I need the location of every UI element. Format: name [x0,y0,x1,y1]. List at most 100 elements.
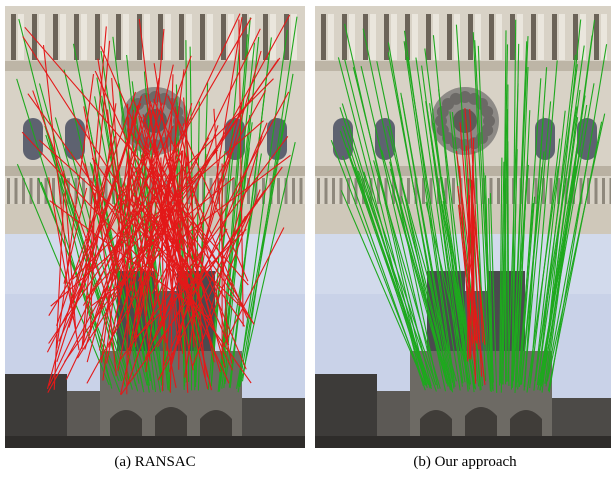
baluster [452,178,455,204]
left-building [5,374,67,448]
outlier-line [221,227,285,350]
rose-window-petal [449,92,462,105]
baluster [594,178,598,204]
outlier-line [71,165,110,304]
caption-ransac: (a) RANSAC [114,454,196,470]
baluster [557,178,560,204]
gallery-arch [81,14,87,60]
gallery-arch [349,14,355,60]
outlier-line [144,94,191,312]
baluster [489,178,493,204]
baluster [112,178,115,204]
inlier-line [474,151,487,382]
inlier-line [210,49,240,386]
baluster [194,178,198,204]
gallery-column [137,14,142,60]
inlier-line [340,190,426,386]
gallery-arch [207,14,213,60]
inlier-line [489,193,498,393]
inlier-line [506,84,509,382]
gallery-arch [144,14,150,60]
baluster [474,178,478,204]
baluster [339,178,343,204]
gallery-column [321,14,326,60]
outlier-line [161,74,174,392]
gallery-arch [433,14,439,60]
gallery-column [510,14,515,60]
baluster [482,178,485,204]
inlier-line [520,167,543,386]
outlier-line [127,125,219,385]
panel-our-approach [315,6,611,448]
inlier-line [507,141,510,386]
baluster [324,178,328,204]
inlier-line [488,198,494,392]
rose-window-petal [481,105,494,118]
inlier-line [194,101,200,387]
outlier-line [145,158,155,317]
inlier-line [96,77,150,386]
baluster [44,178,48,204]
gallery-column [447,14,452,60]
outlier-line [135,229,247,338]
outlier-line [56,96,143,362]
outlier-line [126,117,130,395]
baluster [247,178,250,204]
outlier-line [135,174,172,320]
baluster [29,178,33,204]
inlier-line [541,83,595,382]
baluster [347,178,350,204]
baluster [172,178,175,204]
gallery-arch [517,14,523,60]
gallery-arch [370,14,376,60]
inlier-line [536,45,585,386]
baluster [232,178,235,204]
inlier-line [357,170,437,392]
gallery-arch [580,14,586,60]
baluster [7,178,10,204]
balustrade-rail [315,166,611,176]
gallery-arch [123,14,129,60]
outlier-line [142,114,221,373]
outlier-line [467,179,470,362]
baluster [59,178,63,204]
gallery-column [489,14,494,60]
baluster [609,178,611,204]
outlier-line [63,187,88,284]
outlier-line [48,177,80,351]
baluster [429,178,433,204]
outlier-line [464,107,486,345]
baluster [377,178,380,204]
gallery-arch [538,14,544,60]
crowd [315,436,611,448]
inlier-line [517,203,534,390]
inlier-line [500,44,509,393]
gallery-arch [475,14,481,60]
gallery-column [95,14,100,60]
baluster [52,178,55,204]
baluster [277,178,280,204]
inlier-line [507,83,519,382]
baluster [224,178,228,204]
gallery-arch [165,14,171,60]
baluster [422,178,425,204]
baluster [542,178,545,204]
lancet-window [267,118,287,160]
outlier-line [134,28,165,347]
gallery-column [384,14,389,60]
inlier-line [432,35,469,382]
outlier-line [169,156,199,268]
outlier-line [97,58,138,300]
inlier-line [547,121,603,392]
inlier-line [499,157,503,386]
outlier-line [72,78,274,280]
baluster [369,178,373,204]
gallery-arch [228,14,234,60]
outlier-line [160,208,184,354]
inlier-line [545,19,596,387]
outlier-line [166,116,189,351]
our-approach-match-figure [315,6,611,448]
baluster [602,178,605,204]
baluster [317,178,320,204]
gallery-column [342,14,347,60]
